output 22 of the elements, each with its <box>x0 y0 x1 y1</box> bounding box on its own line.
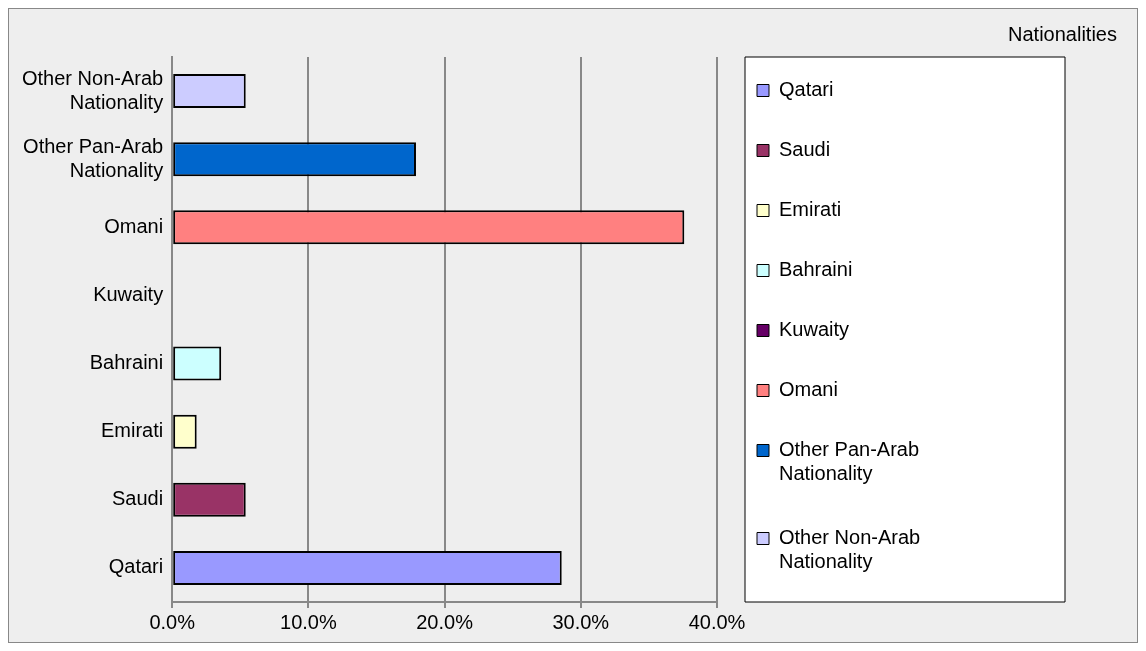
y-tick-label: Bahraini <box>89 351 164 374</box>
text: Nationalities <box>1008 22 1117 45</box>
legend-label: Bahraini <box>779 258 853 281</box>
x-tick-label: 0.0% <box>149 610 196 633</box>
x-tick-label: 30.0% <box>552 610 610 633</box>
legend-label: Kuwaity <box>779 318 850 341</box>
legend-label: Other Pan-Arab Nationality <box>779 438 920 485</box>
x-tick-label: 20.0% <box>416 610 474 633</box>
legend-label: Omani <box>779 378 838 401</box>
x-tick-label: 40.0% <box>688 610 746 633</box>
legend-label: Saudi <box>779 138 831 161</box>
y-tick-label: Other Pan-Arab Nationality <box>23 134 164 181</box>
legend-label: Qatari <box>779 78 834 101</box>
y-tick-label: Emirati <box>100 419 164 442</box>
y-tick-label: Kuwaity <box>93 282 164 305</box>
x-tick-label: 10.0% <box>280 610 337 633</box>
y-tick-label: Other Non-Arab Nationality <box>22 66 164 113</box>
legend-label: Other Non-Arab Nationality <box>779 526 921 573</box>
legend-label: Emirati <box>779 198 842 221</box>
y-tick-label: Saudi <box>112 487 164 510</box>
y-tick-label: Omani <box>104 214 164 237</box>
y-tick-label: Qatari <box>108 555 164 578</box>
